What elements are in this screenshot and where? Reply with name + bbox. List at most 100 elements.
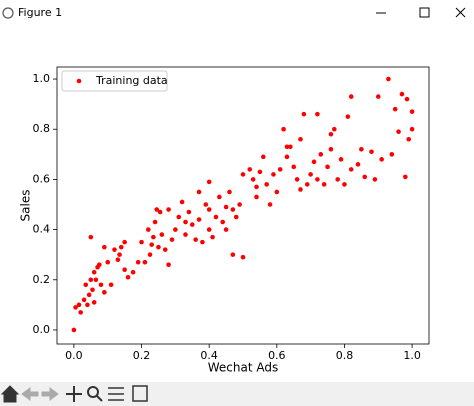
point (91, 300, 97, 305)
point (83, 282, 89, 288)
point (308, 172, 313, 177)
x-tick-label: 1.0 (403, 349, 421, 362)
maximize-button[interactable] (419, 7, 430, 18)
point (91, 269, 97, 275)
point (271, 172, 276, 177)
point (108, 282, 114, 288)
point (392, 106, 398, 112)
point (86, 292, 92, 298)
x-tick-label: 0.6 (268, 349, 286, 362)
point (156, 244, 161, 250)
configure-button[interactable] (108, 387, 124, 401)
y-tick-label: 0.8 (33, 122, 51, 135)
point (233, 214, 239, 220)
forward-button[interactable] (41, 387, 59, 401)
back-button[interactable] (21, 387, 39, 401)
point (203, 202, 209, 207)
pan-button[interactable] (66, 386, 82, 402)
legend-label: Training data (95, 74, 168, 87)
point (264, 182, 269, 187)
point (254, 184, 259, 190)
point (281, 126, 286, 132)
point (250, 177, 256, 182)
point (274, 189, 280, 195)
point (76, 302, 82, 308)
point (193, 237, 198, 242)
point (372, 177, 378, 182)
point (73, 305, 78, 310)
point (389, 152, 395, 157)
point (335, 177, 340, 182)
point (311, 159, 317, 165)
point (332, 126, 337, 132)
point (220, 219, 226, 225)
point (81, 297, 87, 303)
point (206, 179, 212, 185)
point (399, 91, 405, 97)
point (151, 234, 156, 240)
point (98, 282, 104, 288)
point (130, 269, 136, 275)
point (85, 302, 90, 308)
point (348, 167, 354, 172)
point (369, 149, 374, 155)
point (152, 219, 158, 225)
app-icon (2, 7, 14, 19)
point (406, 136, 412, 142)
point (93, 277, 99, 283)
window-title: Figure 1 (18, 6, 62, 19)
zoom-button[interactable] (87, 386, 99, 398)
point (362, 174, 368, 180)
point (135, 259, 141, 265)
point (277, 167, 283, 172)
point (166, 262, 171, 268)
x-tick-label: 0.0 (65, 349, 83, 362)
point (146, 227, 151, 232)
point (315, 177, 320, 182)
point (139, 239, 144, 245)
point (359, 146, 364, 152)
point (183, 219, 188, 225)
point (345, 114, 351, 119)
point (338, 157, 344, 162)
point (325, 164, 330, 170)
point (294, 177, 300, 182)
point (149, 242, 154, 247)
point (88, 234, 94, 240)
point (318, 152, 324, 157)
point (206, 227, 212, 232)
point (213, 214, 219, 220)
home-button[interactable] (0, 385, 20, 403)
point (183, 232, 188, 237)
plot-area (56, 66, 430, 345)
point (154, 207, 160, 212)
y-tick-label: 0.2 (33, 273, 51, 286)
save-button[interactable] (132, 385, 148, 402)
point (267, 202, 273, 207)
point (227, 189, 232, 195)
point (240, 254, 246, 260)
point (304, 182, 310, 187)
point (88, 277, 94, 283)
close-button[interactable] (455, 7, 466, 18)
y-tick-label: 0.4 (33, 223, 51, 236)
point (186, 209, 192, 215)
point (142, 259, 148, 265)
y-tick-label: 1.0 (33, 72, 51, 85)
point (117, 252, 122, 257)
point (223, 204, 229, 210)
point (315, 111, 320, 117)
point (166, 207, 171, 212)
point (257, 169, 263, 175)
point (355, 162, 361, 167)
point (96, 262, 102, 268)
point (284, 144, 290, 150)
point (71, 327, 77, 333)
point (409, 126, 415, 132)
point (403, 174, 408, 180)
point (196, 189, 202, 195)
legend-box (61, 70, 168, 92)
point (298, 187, 303, 192)
point (396, 129, 401, 135)
